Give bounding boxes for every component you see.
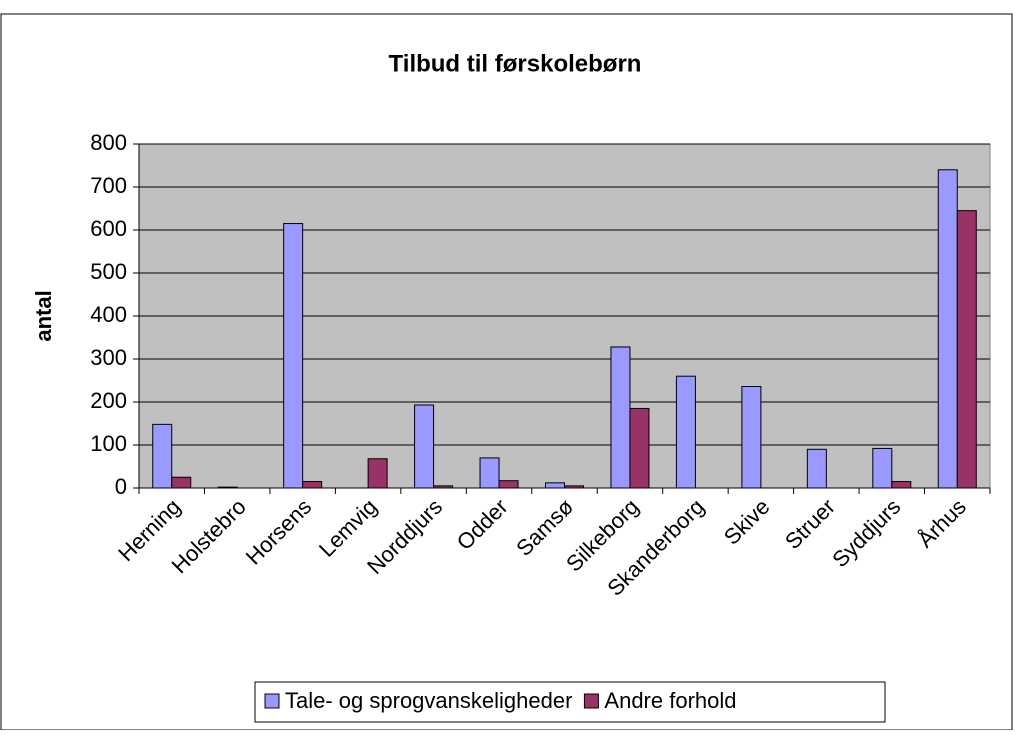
bar bbox=[564, 485, 584, 489]
chart-title: Tilbud til førskolebørn bbox=[389, 50, 642, 77]
bar bbox=[806, 448, 827, 489]
y-tick-label: 100 bbox=[90, 431, 127, 456]
bar bbox=[937, 169, 958, 489]
y-tick-label: 700 bbox=[90, 173, 127, 198]
bar bbox=[891, 481, 912, 489]
legend-swatch bbox=[264, 693, 280, 709]
y-axis-label: antal bbox=[31, 290, 56, 341]
bar bbox=[414, 404, 435, 489]
bar bbox=[675, 375, 696, 489]
bar bbox=[479, 457, 500, 489]
legend bbox=[254, 681, 886, 723]
bar bbox=[367, 458, 388, 489]
legend-label: Andre forhold bbox=[604, 688, 736, 713]
legend-label: Tale- og sprogvanskeligheder bbox=[285, 688, 572, 713]
y-tick-label: 0 bbox=[115, 474, 127, 499]
bar bbox=[171, 476, 192, 489]
legend-swatch bbox=[583, 693, 599, 709]
bar bbox=[217, 486, 238, 489]
bar bbox=[545, 482, 565, 489]
bar bbox=[741, 386, 762, 489]
bar bbox=[302, 481, 323, 489]
bar bbox=[433, 485, 454, 489]
bar bbox=[872, 447, 893, 489]
bar bbox=[498, 480, 519, 489]
y-tick-label: 500 bbox=[90, 259, 127, 284]
y-tick-label: 400 bbox=[90, 302, 127, 327]
bar bbox=[956, 210, 977, 489]
bar bbox=[610, 346, 631, 489]
y-tick-label: 600 bbox=[90, 216, 127, 241]
y-tick-label: 800 bbox=[90, 130, 127, 155]
bar bbox=[629, 407, 650, 489]
y-tick-label: 200 bbox=[90, 388, 127, 413]
y-tick-label: 300 bbox=[90, 345, 127, 370]
bar bbox=[283, 223, 304, 489]
bar bbox=[152, 423, 173, 489]
